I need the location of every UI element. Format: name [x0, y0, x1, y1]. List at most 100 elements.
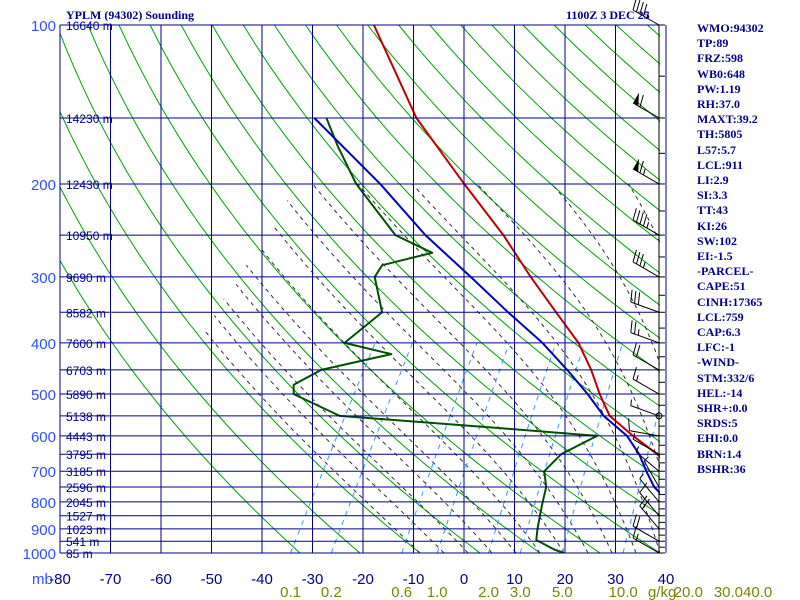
temp-tick-label: -30 — [302, 571, 324, 588]
moist-adiabat — [245, 264, 517, 553]
wind-barb — [639, 473, 660, 503]
wind-barb-half-flag — [637, 329, 640, 336]
height-label: 5138 m — [66, 410, 106, 424]
wind-barb-shaft — [635, 451, 660, 472]
mixing-ratio-label: 30.0 — [714, 584, 743, 600]
wind-barb — [632, 0, 660, 26]
mixing-ratio-label: 10.0 — [609, 584, 638, 600]
wind-barb — [632, 525, 660, 554]
wind-barb-half-flag — [636, 533, 639, 541]
wind-barb-flag — [632, 208, 637, 221]
wind-barb — [630, 320, 660, 344]
height-label: 541 m — [66, 535, 99, 549]
wind-barb-flag — [634, 291, 637, 304]
moist-adiabat — [476, 183, 660, 468]
index-item: PW:1.19 — [697, 81, 741, 96]
height-label: 16640 m — [66, 19, 113, 33]
wind-barb — [639, 495, 660, 530]
wind-barb-flag — [642, 3, 648, 17]
pressure-tick-label: 500 — [31, 387, 56, 404]
index-item: LFC:-1 — [697, 340, 735, 355]
wind-barb — [632, 433, 660, 455]
pressure-tick-label: 1000 — [23, 546, 56, 563]
pressure-tick-label: 700 — [31, 464, 56, 481]
wind-barb-half-flag — [643, 456, 649, 462]
wind-barb-pennant — [633, 92, 640, 106]
mixing-ratio-label: 5.0 — [552, 584, 573, 600]
wind-barb-flag — [639, 1, 644, 15]
height-label: 4443 m — [66, 430, 106, 444]
wind-barb-flag — [632, 0, 637, 11]
index-item: MAXT:39.2 — [697, 112, 758, 127]
wind-barb-flag — [636, 516, 641, 529]
wind-barb-flag — [639, 253, 644, 267]
dewpoint-line — [292, 117, 598, 553]
wind-barb-flag — [636, 0, 641, 13]
wind-barb-shaft — [630, 301, 660, 313]
height-label: 7600 m — [66, 337, 106, 351]
wind-barb-flag — [636, 251, 641, 265]
index-item: CAPE:51 — [697, 279, 746, 294]
pressure-tick-label: 200 — [31, 177, 56, 194]
wind-barb-shaft — [643, 460, 660, 488]
wind-barb-flag — [632, 514, 637, 527]
pressure-tick-label: 300 — [31, 270, 56, 287]
temp-tick-label: -70 — [100, 571, 122, 588]
wind-barb — [635, 446, 660, 472]
wind-barb — [632, 249, 660, 278]
wind-barb-half-flag — [636, 374, 639, 382]
pressure-tick-label: 400 — [31, 336, 56, 353]
index-item: RH:37.0 — [697, 97, 740, 112]
index-item: EI:-1.5 — [697, 249, 733, 264]
wind-barb-flag — [639, 212, 644, 225]
wind-barb-shaft — [632, 438, 660, 455]
wind-barb-flag — [634, 321, 637, 335]
index-item: BSHR:36 — [697, 461, 746, 476]
wind-barb-half-flag — [642, 168, 646, 176]
wind-barb — [639, 482, 660, 517]
wind-barb-shaft — [639, 478, 660, 503]
index-item: SW:102 — [697, 233, 738, 248]
index-item: CAP:6.3 — [697, 325, 741, 340]
wind-barb-pennant — [633, 158, 640, 172]
index-item: WB0:648 — [697, 66, 745, 81]
index-item: SRDS:5 — [697, 416, 738, 431]
index-item: -WIND- — [697, 355, 739, 370]
wind-barb-flag — [642, 214, 648, 227]
dry-adiabat — [87, 25, 541, 553]
moist-adiabat — [272, 225, 565, 553]
pressure-tick-label: 800 — [31, 495, 56, 512]
temp-tick-label: 40 — [658, 571, 675, 588]
wind-barb-flag — [641, 498, 650, 510]
wind-barb — [632, 92, 660, 119]
height-label: 3795 m — [66, 448, 106, 462]
moist-adiabat — [286, 200, 589, 553]
wind-barb-flag — [636, 210, 641, 223]
temp-tick-label: -40 — [251, 571, 273, 588]
index-item: LI:2.9 — [697, 173, 729, 188]
moist-adiabat — [411, 183, 660, 553]
wind-barb-flag — [632, 525, 637, 539]
plot-area — [60, 25, 660, 553]
wind-barb — [643, 456, 660, 488]
moist-adiabat — [214, 315, 445, 553]
height-label: 8582 m — [66, 306, 106, 320]
temp-tick-label: -10 — [403, 571, 425, 588]
wind-barb — [632, 514, 660, 542]
index-item: TP:89 — [697, 36, 729, 51]
wind-barb-flag — [632, 249, 637, 263]
height-label: 6703 m — [66, 364, 106, 378]
mixing-ratio-label: 40.0 — [743, 584, 772, 600]
height-label: 2045 m — [66, 496, 106, 510]
pressure-tick-label: 100 — [31, 18, 56, 35]
wind-barb-flag — [637, 292, 641, 305]
mixing-ratio-label: 0.1 — [280, 584, 301, 600]
wind-barb-flag — [639, 94, 644, 108]
index-item: BRN:1.4 — [697, 446, 742, 461]
mixing-ratio-units: g/kg — [648, 584, 676, 600]
wind-barb-shaft — [639, 505, 660, 530]
wind-barb-shaft — [632, 537, 660, 554]
wind-barb-half-flag — [642, 261, 646, 269]
wind-barb-half-flag — [639, 473, 644, 480]
wind-barb — [632, 367, 660, 395]
